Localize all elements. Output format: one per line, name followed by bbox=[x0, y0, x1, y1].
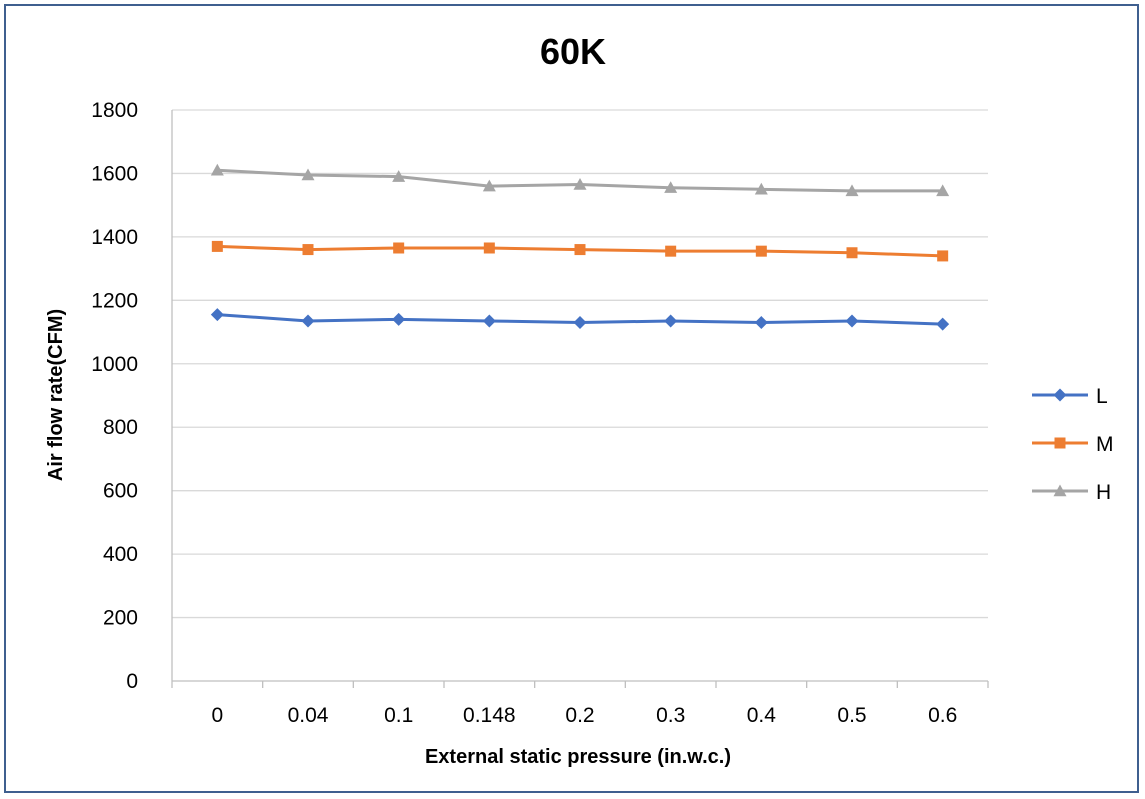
data-point-h bbox=[936, 184, 950, 197]
data-point-l bbox=[936, 317, 950, 331]
data-point-l bbox=[573, 316, 587, 330]
legend-item-m: M bbox=[1032, 433, 1114, 456]
legend-marker-l bbox=[1053, 388, 1067, 402]
gridlines bbox=[172, 109, 988, 619]
data-point-l bbox=[845, 314, 859, 328]
y-tick-label: 1400 bbox=[91, 226, 138, 249]
data-point-h bbox=[482, 179, 496, 192]
data-point-l bbox=[664, 314, 678, 328]
legend-item-l: L bbox=[1032, 385, 1108, 408]
legend-item-h: H bbox=[1032, 481, 1111, 504]
legend-marker-h bbox=[1053, 484, 1067, 497]
y-axis-title: Air flow rate(CFM) bbox=[45, 309, 67, 481]
data-point-m bbox=[574, 244, 586, 256]
data-point-l bbox=[754, 316, 768, 330]
data-point-m bbox=[302, 244, 314, 256]
data-point-m bbox=[665, 245, 677, 257]
data-point-l bbox=[210, 308, 224, 322]
chart-title: 60K bbox=[540, 31, 606, 72]
data-point-h bbox=[664, 181, 678, 193]
legend-marker-m bbox=[1054, 437, 1066, 449]
data-point-m bbox=[846, 247, 858, 259]
data-point-h bbox=[754, 182, 768, 195]
legend-label-m: M bbox=[1096, 433, 1114, 456]
x-tick-label: 0 bbox=[211, 704, 223, 727]
data-point-h bbox=[210, 163, 224, 176]
data-point-m bbox=[393, 242, 405, 254]
series-m bbox=[211, 240, 949, 262]
data-point-m bbox=[211, 240, 223, 252]
x-tick-label: 0.3 bbox=[656, 704, 685, 727]
x-tick-label: 0.04 bbox=[288, 704, 329, 727]
y-tick-label: 1600 bbox=[91, 162, 138, 185]
data-point-l bbox=[482, 314, 496, 328]
legend-label-l: L bbox=[1096, 385, 1108, 408]
chart-frame bbox=[4, 4, 1139, 793]
y-tick-label: 600 bbox=[103, 480, 138, 503]
x-tick-labels: 0 0.04 0.1 0.148 0.2 0.3 0.4 0.5 0.6 bbox=[211, 704, 957, 727]
data-point-m bbox=[483, 242, 495, 254]
x-tick-label: 0.5 bbox=[837, 704, 866, 727]
x-axis-title: External static pressure (in.w.c.) bbox=[425, 746, 731, 768]
series-l bbox=[210, 308, 950, 331]
data-point-h bbox=[301, 168, 315, 181]
series-h bbox=[210, 163, 950, 197]
y-tick-label: 400 bbox=[103, 543, 138, 566]
axes bbox=[171, 110, 989, 688]
data-point-m bbox=[937, 250, 949, 262]
x-tick-label: 0.4 bbox=[747, 704, 777, 727]
x-tick-label: 0.148 bbox=[463, 704, 516, 727]
y-tick-label: 800 bbox=[103, 416, 138, 439]
data-point-l bbox=[392, 312, 406, 326]
series-group bbox=[210, 163, 950, 331]
data-point-h bbox=[845, 184, 859, 197]
x-tick-label: 0.2 bbox=[565, 704, 594, 727]
data-point-m bbox=[755, 245, 767, 257]
data-point-l bbox=[301, 314, 315, 328]
legend: L M H bbox=[1032, 385, 1114, 504]
data-point-h bbox=[573, 178, 587, 190]
y-tick-labels: 0 200 400 600 800 1000 1200 1400 1600 1800 bbox=[91, 99, 138, 693]
y-tick-label: 200 bbox=[103, 607, 138, 630]
x-tick-label: 0.6 bbox=[928, 704, 957, 727]
y-tick-label: 1000 bbox=[91, 353, 138, 376]
data-point-h bbox=[392, 170, 406, 182]
legend-label-h: H bbox=[1096, 481, 1111, 504]
y-tick-label: 1800 bbox=[91, 99, 138, 122]
y-tick-label: 0 bbox=[126, 670, 138, 693]
x-tick-label: 0.1 bbox=[384, 704, 413, 727]
y-tick-label: 1200 bbox=[91, 289, 138, 312]
